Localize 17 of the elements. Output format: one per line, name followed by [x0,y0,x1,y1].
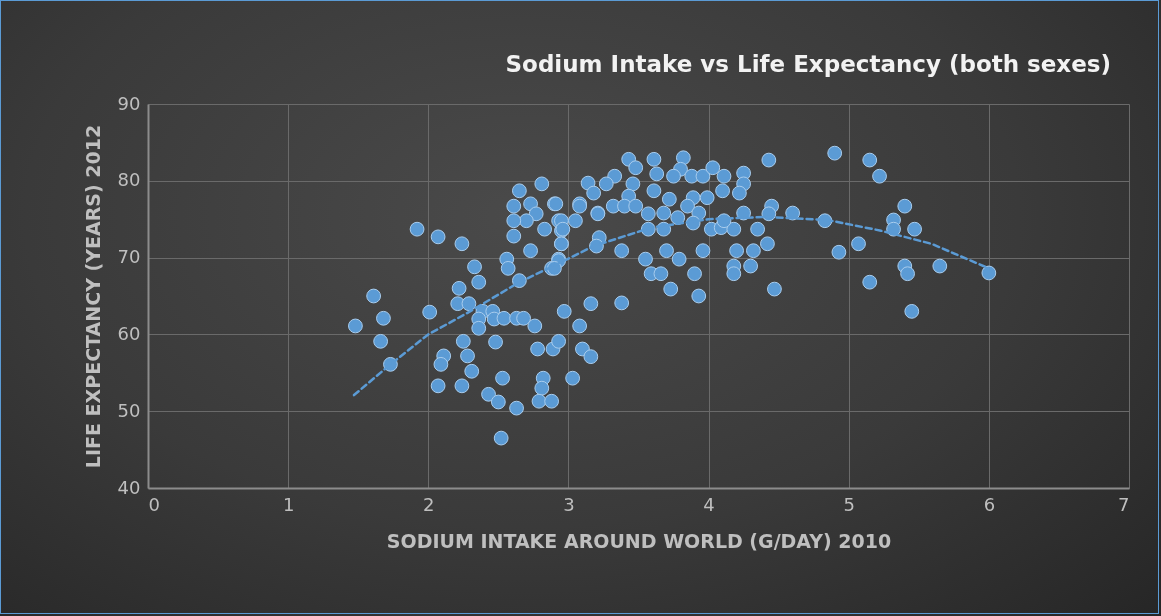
y-tick-label: 90 [117,92,141,114]
x-tick-label: 5 [843,493,855,515]
x-tick-label: 4 [703,493,715,515]
y-tick-label: 80 [117,169,141,191]
x-tick-label: 7 [1118,493,1130,515]
y-axis-title: LIFE EXPECTANCY (YEARS) 2012 [81,124,104,469]
x-tick-label: 6 [983,493,996,515]
chart-title: Sodium Intake vs Life Expectancy (both sexes) [505,51,1111,77]
y-tick-label: 70 [117,246,141,268]
y-tick-label: 50 [117,399,141,421]
x-tick-label: 3 [563,493,575,515]
x-tick-label: 1 [282,493,295,515]
x-tick-label: 2 [423,493,435,515]
y-tick-label: 60 [117,322,141,344]
y-tick-label: 40 [117,476,141,498]
x-tick-label: 0 [148,493,160,515]
x-axis-title: SODIUM INTAKE AROUND WORLD (G/DAY) 2010 [386,529,892,552]
